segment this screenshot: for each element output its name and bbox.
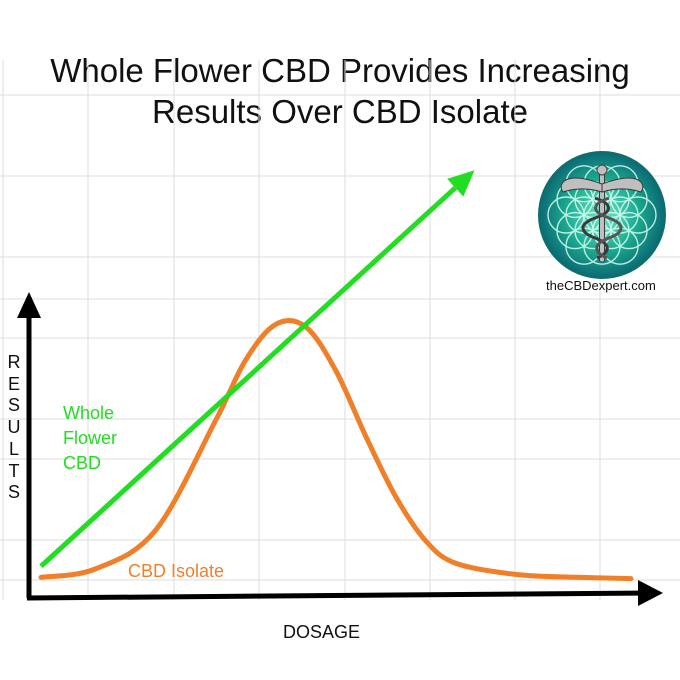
whole-flower-cbd-label-word: CBD xyxy=(63,453,102,473)
y-axis-label-letter: L xyxy=(8,438,19,459)
whole-flower-cbd-line xyxy=(39,185,457,569)
whole-flower-cbd-arrowhead xyxy=(447,170,475,197)
site-watermark-text: theCBDexpert.com xyxy=(546,278,656,293)
whole-flower-cbd-label: Whole Flower CBD xyxy=(63,401,117,476)
y-axis-label-letter: U xyxy=(7,417,21,438)
y-axis-label-letter: T xyxy=(8,460,20,481)
x-axis-arrowhead xyxy=(638,580,663,606)
whole-flower-cbd-label-word: Whole xyxy=(63,403,115,423)
plot-axes xyxy=(17,292,663,606)
x-axis-label: DOSAGE xyxy=(283,622,361,642)
whole-flower-cbd-label-word: Flower xyxy=(63,428,118,448)
chart-title-line-2: Results Over CBD Isolate xyxy=(152,93,528,130)
caduceus-flower-of-life-icon xyxy=(535,148,669,282)
y-axis-label-letter: E xyxy=(7,373,20,394)
plot-grid xyxy=(0,60,680,600)
cbd-isolate-curve xyxy=(38,318,634,582)
chart-title: Whole Flower CBD Provides Increasing Res… xyxy=(0,50,680,132)
x-axis-line xyxy=(26,590,646,601)
cbd-isolate-label: CBD Isolate xyxy=(128,561,225,581)
plot-series xyxy=(38,170,634,582)
chart-title-line-1: Whole Flower CBD Provides Increasing xyxy=(50,52,630,89)
y-axis-label-letter: S xyxy=(7,395,20,416)
y-axis-arrowhead xyxy=(17,292,41,318)
y-axis-label-letter: S xyxy=(7,482,20,503)
y-axis-label-letter: R xyxy=(7,352,21,372)
